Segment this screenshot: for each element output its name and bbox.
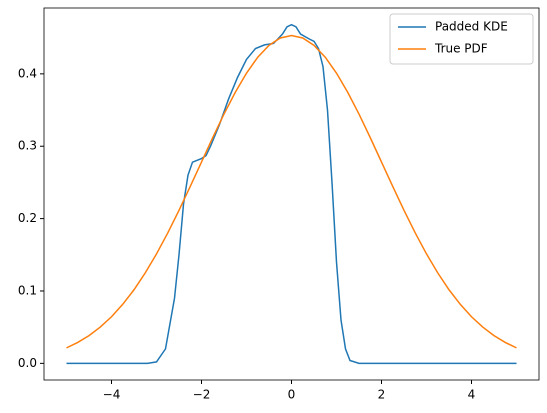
- x-tick-label: 0: [288, 388, 296, 402]
- legend-label: True PDF: [434, 42, 488, 56]
- y-tick-label: 0.4: [18, 66, 37, 80]
- x-tick-label: 4: [468, 388, 476, 402]
- x-tick-label: −2: [193, 388, 211, 402]
- line: [66, 23, 517, 365]
- y-tick-label: 0.0: [18, 356, 37, 370]
- y-tick-label: 0.2: [18, 211, 37, 225]
- x-tick-label: −4: [103, 388, 121, 402]
- legend-label: Padded KDE: [435, 20, 508, 34]
- y-tick-label: 0.1: [18, 283, 37, 297]
- plot-frame: [43, 7, 540, 381]
- y-tick-label: 0.3: [18, 139, 37, 153]
- x-tick-label: 2: [378, 388, 386, 402]
- line: [66, 34, 517, 349]
